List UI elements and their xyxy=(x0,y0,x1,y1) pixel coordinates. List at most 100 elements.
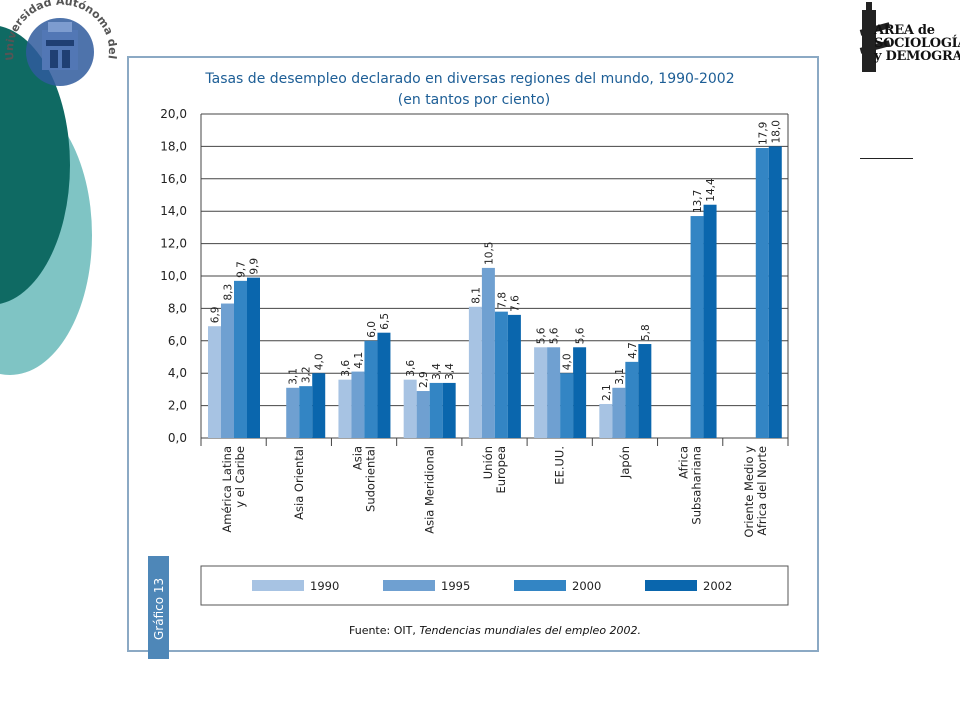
bar-2002 xyxy=(442,382,456,438)
bar-1995 xyxy=(286,387,300,438)
bar-2002 xyxy=(768,146,782,438)
value-labels: 6,98,39,7 9,93,1 3,24,0 3,6 4,16,0 6,53,62,9 3… xyxy=(210,120,783,401)
data-label: 18,0 xyxy=(770,120,782,143)
y-tick-label: 6,0 xyxy=(168,334,187,348)
category-label: AsiaSudoriental xyxy=(351,446,378,512)
legend-label-1995: 1995 xyxy=(441,579,470,593)
data-label: 4,0 xyxy=(562,353,574,370)
bar-1990 xyxy=(403,379,417,438)
area-line-2: SOCIOLOGÍA xyxy=(874,36,960,51)
data-label: 17,9 xyxy=(757,122,769,145)
area-logo-text: AREA de SOCIOLOGÍA y DEMOGRAFÍA xyxy=(874,24,960,63)
bar-1995 xyxy=(416,391,430,438)
bars xyxy=(208,146,782,438)
bar-2000 xyxy=(234,280,247,438)
university-seal-logo: Universidad Autónoma del Estado de Hidal… xyxy=(2,0,117,86)
category-label-line: Africa xyxy=(677,446,691,479)
category-label-line: Asia xyxy=(351,446,365,470)
category-label-line: Africa del Norte xyxy=(755,446,769,536)
bar-2002 xyxy=(573,347,587,438)
category-label-line: Sudoriental xyxy=(364,446,378,512)
bar-2000 xyxy=(429,382,443,438)
area-line-3: y DEMOGRAFÍA xyxy=(874,49,960,64)
category-label-line: América Latina xyxy=(220,446,234,533)
bar-2000 xyxy=(690,216,704,438)
chart-subtitle: (en tantos por ciento) xyxy=(398,92,550,108)
legend-swatch-1995 xyxy=(383,580,435,591)
data-label: 5,6 xyxy=(575,327,587,344)
bar-1990 xyxy=(208,326,221,438)
bar-1995 xyxy=(481,267,495,438)
category-label-line: Europea xyxy=(494,446,508,494)
data-label: 3,2 xyxy=(301,366,313,383)
data-label: 2,1 xyxy=(601,384,613,401)
data-label: 8,3 xyxy=(223,284,235,301)
slide-decoration xyxy=(0,26,92,375)
data-label: 3,4 xyxy=(431,363,443,380)
bar-2000 xyxy=(755,148,769,438)
legend-label-2002: 2002 xyxy=(703,579,732,593)
category-label-line: Oriente Medio y xyxy=(742,446,756,538)
bar-2002 xyxy=(377,332,391,438)
legend-box xyxy=(200,565,789,606)
data-label: 6,5 xyxy=(379,313,391,330)
category-label-line: Asia Meridional xyxy=(422,446,436,534)
category-label-line: Asia Oriental xyxy=(292,446,306,520)
y-tick-label: 14,0 xyxy=(160,204,187,218)
y-axis-ticks: 0,0 2,0 4,0 6,0 8,0 10,0 12,0 14,0 16,0 18,0 20,0 xyxy=(160,107,187,445)
data-label: 13,7 xyxy=(692,190,704,213)
data-label: 3,4 xyxy=(444,363,456,380)
bar-2002 xyxy=(507,314,521,438)
y-tick-label: 4,0 xyxy=(168,366,187,380)
y-tick-label: 8,0 xyxy=(168,301,187,315)
data-label: 6,0 xyxy=(366,321,378,338)
source-italic: Tendencias mundiales del empleo 2002. xyxy=(419,624,641,637)
bar-2000 xyxy=(560,373,574,438)
bar-2002 xyxy=(312,373,326,438)
bar-2000 xyxy=(494,311,508,438)
bar-1995 xyxy=(351,371,365,438)
data-label: 5,8 xyxy=(640,324,652,341)
data-label: 9,9 xyxy=(249,258,261,275)
legend-label-1990: 1990 xyxy=(310,579,339,593)
area-sociologia-logo xyxy=(859,2,891,72)
bar-2000 xyxy=(299,386,313,438)
category-label: Oriente Medio yAfrica del Norte xyxy=(742,446,769,538)
category-label: UniónEuropea xyxy=(481,446,508,494)
legend-swatch-2002 xyxy=(645,580,697,591)
source-prefix: Fuente: OIT, xyxy=(349,624,419,637)
data-label: 5,6 xyxy=(549,327,561,344)
data-label: 9,7 xyxy=(236,261,248,278)
data-label: 3,6 xyxy=(340,360,352,377)
legend-swatch-1990 xyxy=(252,580,304,591)
bar-2000 xyxy=(625,361,639,438)
bar-2002 xyxy=(638,344,652,438)
source-note: Fuente: OIT, Tendencias mundiales del em… xyxy=(349,624,641,637)
category-label-line: Japón xyxy=(618,446,632,479)
data-label: 4,7 xyxy=(627,342,639,359)
data-label: 4,1 xyxy=(353,352,365,369)
bar-1990 xyxy=(338,379,352,438)
data-label: 2,9 xyxy=(418,371,430,388)
bar-1995 xyxy=(221,303,234,438)
category-label-line: Subsahariana xyxy=(690,446,704,525)
data-label: 5,6 xyxy=(536,327,548,344)
data-label: 3,1 xyxy=(288,368,300,385)
chart-number-label: Gráfico 13 xyxy=(152,578,166,640)
bar-1990 xyxy=(534,347,548,438)
y-tick-label: 18,0 xyxy=(160,139,187,153)
legend-label-2000: 2000 xyxy=(572,579,601,593)
y-tick-label: 0,0 xyxy=(168,431,187,445)
bar-1990 xyxy=(599,403,613,438)
bar-2002 xyxy=(247,277,260,438)
category-label: AfricaSubsahariana xyxy=(677,446,704,525)
bar-1995 xyxy=(547,347,561,438)
y-tick-label: 20,0 xyxy=(160,107,187,121)
deco-dark-circle xyxy=(0,26,70,304)
category-label: América Latinay el Caribe xyxy=(220,446,247,533)
legend: 1990 1995 2000 2002 xyxy=(252,579,732,593)
chart-title: Tasas de desempleo declarado en diversas… xyxy=(204,71,734,87)
data-label: 14,4 xyxy=(705,178,717,202)
bar-1995 xyxy=(612,387,626,438)
